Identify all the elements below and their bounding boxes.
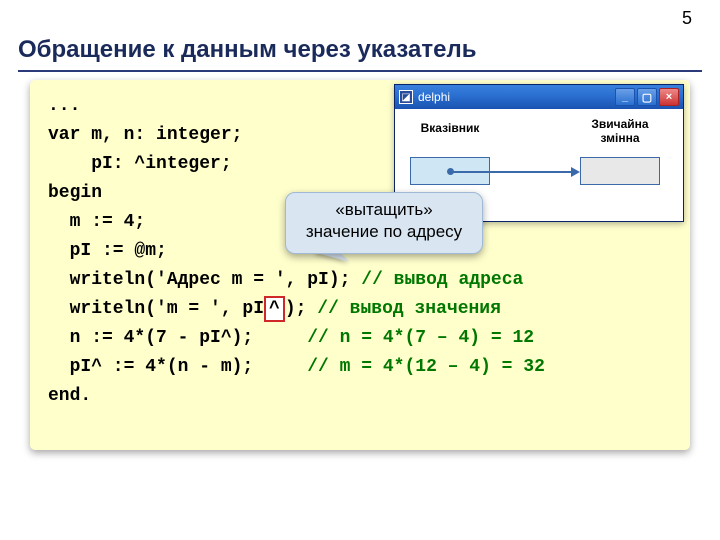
code-text: n := 4*(7 - pI^); xyxy=(48,328,307,348)
code-text: ); xyxy=(285,299,317,319)
code-line: pI^ := 4*(n - m); // m = 4*(12 – 4) = 32 xyxy=(48,353,672,382)
callout: «вытащить» значение по адресу xyxy=(285,192,483,254)
code-line: n := 4*(7 - pI^); // n = 4*(7 – 4) = 12 xyxy=(48,324,672,353)
code-comment: // вывод адреса xyxy=(361,270,523,290)
pointer-label: Вказівник xyxy=(405,121,495,135)
variable-label-line: змінна xyxy=(600,131,639,145)
variable-label: Звичайна змінна xyxy=(575,117,665,145)
variable-label-line: Звичайна xyxy=(591,117,648,131)
variable-box xyxy=(580,157,660,185)
close-button[interactable]: × xyxy=(659,88,679,106)
arrow-line xyxy=(453,171,573,173)
code-line: writeln('Адрес m = ', pI); // вывод адре… xyxy=(48,266,672,295)
code-line: writeln('m = ', pI^); // вывод значения xyxy=(48,295,672,324)
callout-line: «вытащить» xyxy=(298,199,470,221)
slide-title: Обращение к данным через указатель xyxy=(18,36,476,64)
arrow-head-icon xyxy=(571,167,580,177)
code-line: end. xyxy=(48,382,672,411)
titlebar: ◪ delphi _ ▢ × xyxy=(395,85,683,109)
code-comment: // m = 4*(12 – 4) = 32 xyxy=(307,357,545,377)
code-text: pI^ := 4*(n - m); xyxy=(48,357,307,377)
app-icon: ◪ xyxy=(399,90,413,104)
code-comment: // n = 4*(7 – 4) = 12 xyxy=(307,328,534,348)
code-text: writeln('m = ', pI xyxy=(48,299,264,319)
maximize-button[interactable]: ▢ xyxy=(637,88,657,106)
window-title: delphi xyxy=(418,90,450,104)
minimize-button[interactable]: _ xyxy=(615,88,635,106)
caret-highlight: ^ xyxy=(264,296,285,322)
page-number: 5 xyxy=(682,8,692,29)
code-comment: // вывод значения xyxy=(317,299,501,319)
code-text: writeln('Адрес m = ', pI); xyxy=(48,270,361,290)
title-underline xyxy=(18,70,702,72)
callout-line: значение по адресу xyxy=(298,221,470,243)
